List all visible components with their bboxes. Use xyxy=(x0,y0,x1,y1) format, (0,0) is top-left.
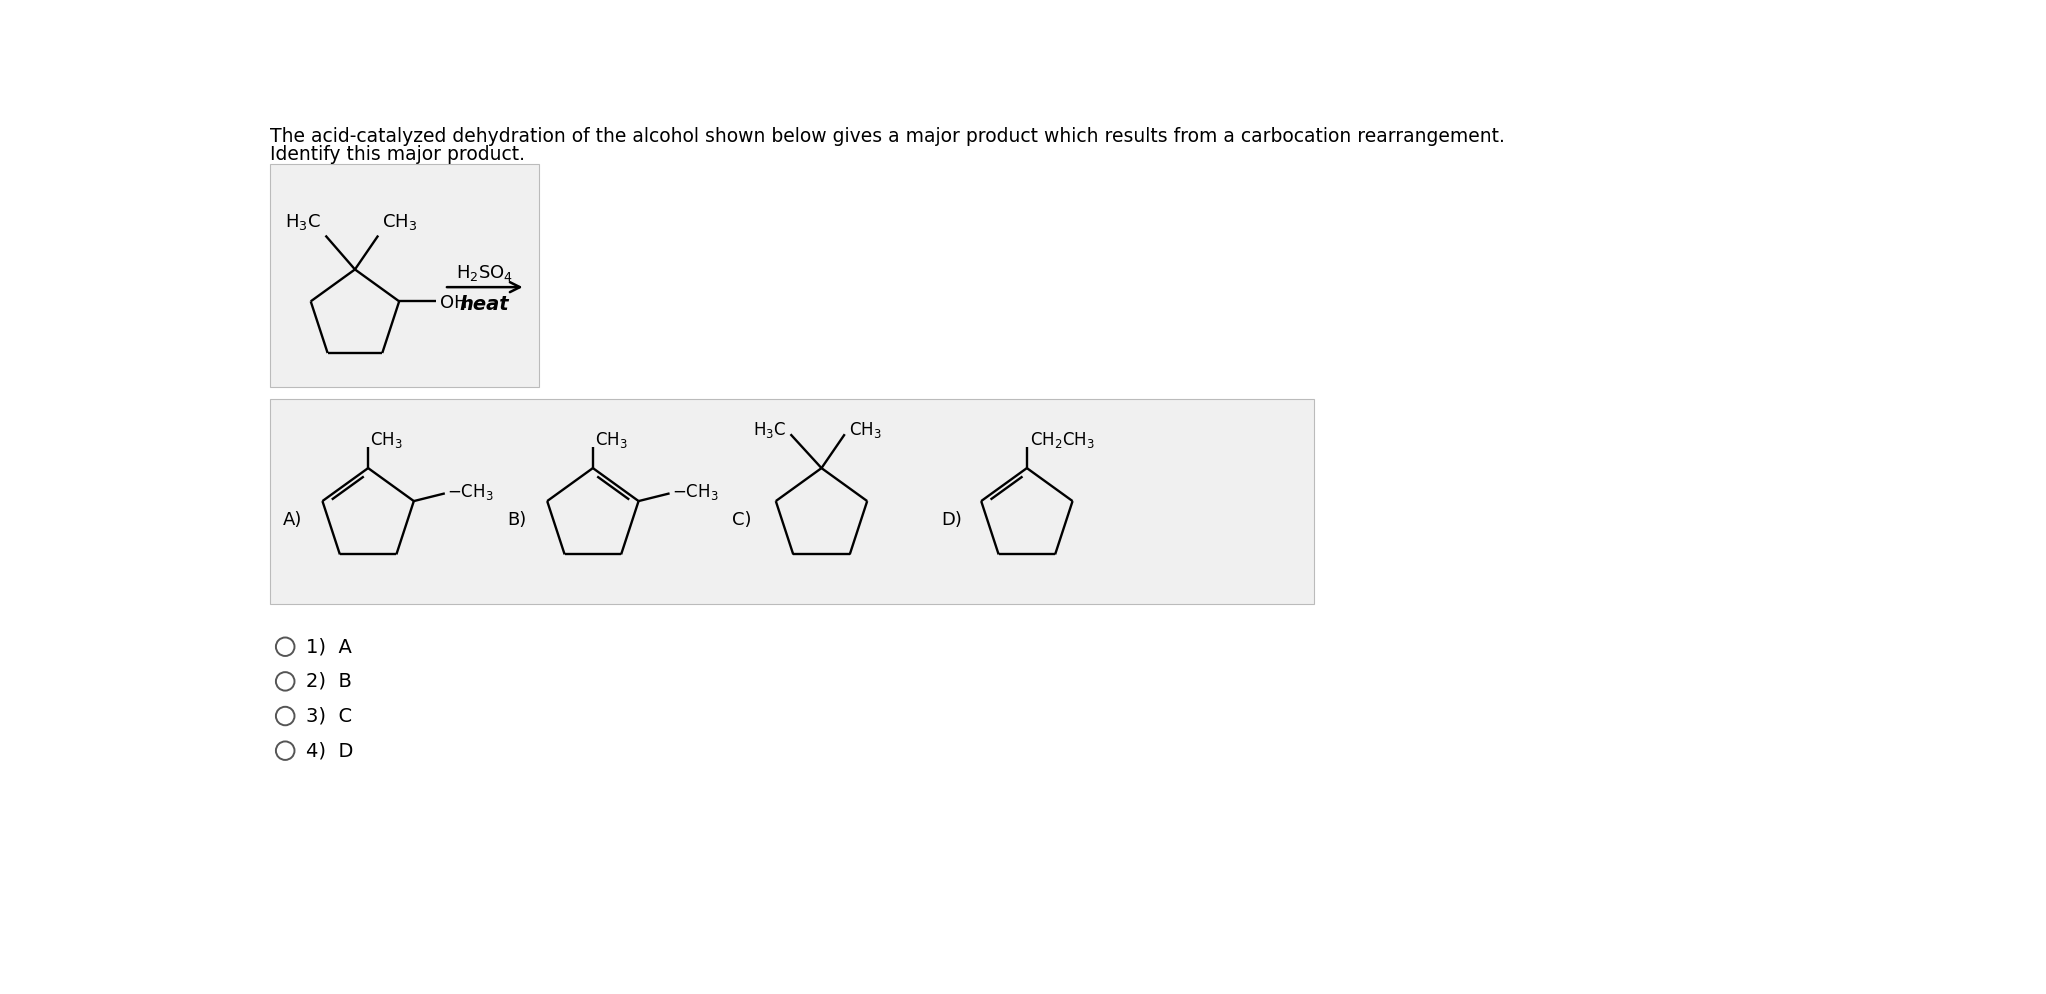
Text: A): A) xyxy=(282,511,303,529)
Bar xyxy=(270,164,538,388)
Text: CH$_3$: CH$_3$ xyxy=(370,430,403,450)
Text: 2)  B: 2) B xyxy=(307,672,352,691)
Text: $-$CH$_3$: $-$CH$_3$ xyxy=(448,482,493,502)
Text: The acid-catalyzed dehydration of the alcohol shown below gives a major product : The acid-catalyzed dehydration of the al… xyxy=(270,127,1504,146)
Text: heat: heat xyxy=(460,294,509,313)
Text: H$_3$C: H$_3$C xyxy=(753,419,786,439)
Text: 3)  C: 3) C xyxy=(307,707,352,726)
Text: CH$_2$CH$_3$: CH$_2$CH$_3$ xyxy=(1029,430,1095,450)
Text: Identify this major product.: Identify this major product. xyxy=(270,145,524,164)
Text: OH: OH xyxy=(440,294,469,312)
Text: D): D) xyxy=(941,511,962,529)
Text: CH$_3$: CH$_3$ xyxy=(595,430,628,450)
Text: 4)  D: 4) D xyxy=(307,742,354,760)
Text: 1)  A: 1) A xyxy=(307,637,352,656)
Text: CH$_3$: CH$_3$ xyxy=(383,213,417,233)
Text: C): C) xyxy=(732,511,751,529)
Text: H$_2$SO$_4$: H$_2$SO$_4$ xyxy=(456,263,514,283)
Bar xyxy=(270,399,1314,604)
Text: B): B) xyxy=(507,511,528,529)
Text: CH$_3$: CH$_3$ xyxy=(849,419,882,439)
Text: H$_3$C: H$_3$C xyxy=(284,213,321,233)
Text: $-$CH$_3$: $-$CH$_3$ xyxy=(671,482,718,502)
